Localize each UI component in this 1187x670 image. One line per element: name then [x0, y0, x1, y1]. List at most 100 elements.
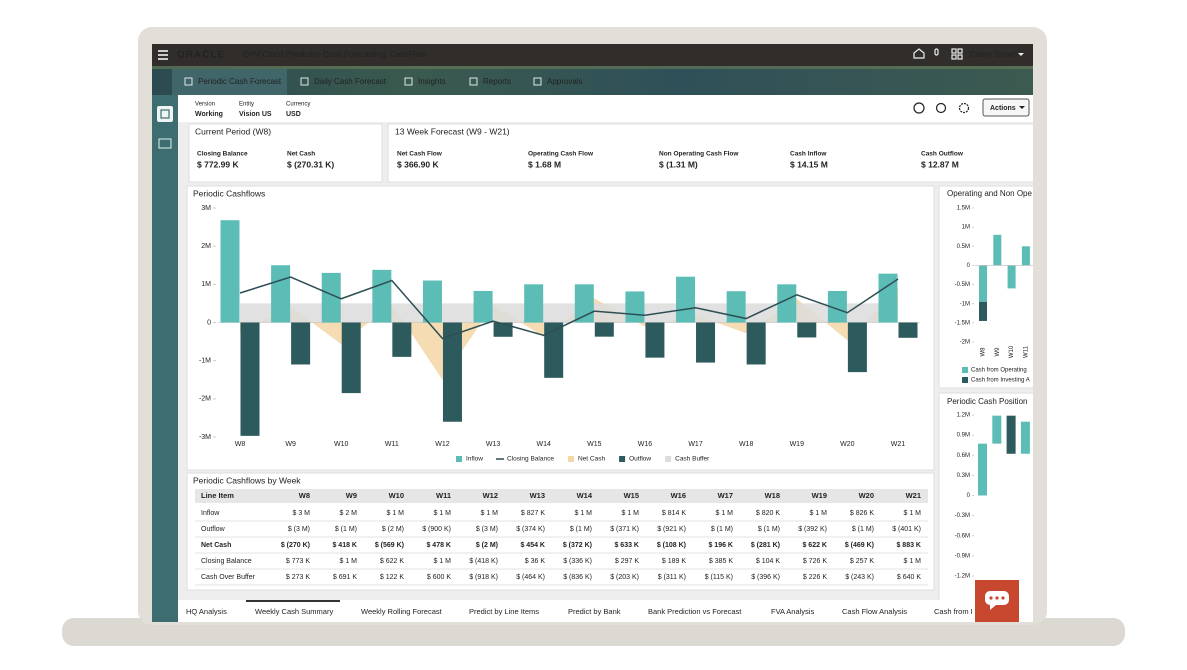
column-header: W15 [624, 491, 639, 500]
table-cell: $ 297 K [615, 558, 639, 565]
y-tick-label: 1M [201, 281, 211, 288]
table-cell: $ (2 M) [476, 542, 498, 549]
legend-label[interactable]: Closing Balance [507, 456, 554, 463]
bottom-tab[interactable]: FVA Analysis [771, 607, 814, 616]
legend-label[interactable]: Net Cash [578, 456, 605, 463]
table-cell: $ 827 K [521, 510, 545, 517]
pov-value[interactable]: Vision US [239, 111, 272, 118]
nav-tab[interactable]: Approvals [547, 77, 583, 86]
x-tick-label: W16 [638, 441, 653, 448]
table-cell: $ (1 M) [852, 526, 874, 533]
x-tick-label: W14 [536, 441, 551, 448]
legend-symbol [456, 456, 462, 462]
grid-icon[interactable] [951, 54, 957, 60]
nav-tab[interactable]: Daily Cash Forecast [314, 77, 387, 86]
pov-label: Entity [239, 102, 254, 108]
bottom-tab[interactable]: Predict by Line Items [469, 607, 539, 616]
home-icon[interactable] [913, 48, 925, 59]
bar [220, 220, 240, 323]
bar [827, 290, 847, 323]
table-cell: $ 189 K [662, 558, 686, 565]
legend-label[interactable]: Outflow [629, 456, 651, 463]
table-cell: $ 1 M [339, 558, 357, 565]
actions-button[interactable] [982, 98, 1030, 117]
table-cell: $ (115 K) [705, 574, 733, 581]
kpi-label: Cash Inflow [790, 151, 827, 158]
current-period-panel [188, 123, 383, 183]
y-tick-label: 0.3M [957, 473, 970, 479]
position-chart-panel [938, 392, 1033, 604]
bottom-tab[interactable]: Bank Prediction vs Forecast [648, 607, 742, 616]
table-cell: $ 1 M [809, 510, 827, 517]
bar [271, 265, 291, 323]
pov-value[interactable]: Working [195, 111, 223, 118]
sidebar-icon[interactable] [158, 138, 172, 149]
sidebar [152, 95, 178, 622]
kpi-label: Net Cash Flow [397, 151, 443, 158]
table-cell: $ (569 K) [375, 542, 404, 549]
table-cell: $ 600 K [427, 574, 451, 581]
table-cell: $ (372 K) [563, 542, 592, 549]
grid-icon[interactable] [957, 48, 963, 54]
y-tick-label: -1M [199, 358, 211, 365]
legend-symbol [567, 456, 574, 462]
bottom-tab[interactable]: Weekly Rolling Forecast [361, 607, 443, 616]
bottom-tab[interactable]: Cash from I [934, 607, 973, 616]
chat-bubble-tail [990, 604, 996, 610]
grid-icon[interactable] [957, 54, 963, 60]
bar [1020, 421, 1030, 454]
mic-icon[interactable] [934, 48, 939, 56]
bottom-tab[interactable]: Weekly Cash Summary [255, 607, 333, 616]
bar [594, 322, 614, 337]
bottom-tab[interactable]: HQ Analysis [186, 607, 227, 616]
table-cell: $ 2 M [339, 510, 357, 517]
grid-icon[interactable] [951, 48, 957, 54]
pov-label: Currency [286, 102, 310, 108]
info-icon[interactable] [913, 102, 925, 114]
user-name[interactable]: Casey Brown [970, 50, 1018, 59]
table-cell: $ (371 K) [610, 526, 639, 533]
column-header: W21 [906, 491, 921, 500]
column-header: W16 [671, 491, 686, 500]
table-cell: $ 36 K [525, 558, 546, 565]
bottom-tab-bar [178, 600, 1033, 622]
table-cell: $ (918 K) [469, 574, 498, 581]
pov-value[interactable]: USD [286, 111, 301, 118]
y-tick-label: -0.3M [955, 513, 970, 519]
table-cell: $ (392 K) [798, 526, 827, 533]
sidebar-icon-active[interactable] [157, 106, 173, 122]
legend-label[interactable]: Cash Buffer [675, 456, 710, 463]
refresh-icon[interactable] [935, 102, 947, 114]
settings-icon[interactable] [958, 102, 970, 114]
y-tick-label: -1.5M [955, 320, 970, 326]
legend-label[interactable]: Inflow [466, 456, 483, 463]
bottom-tab[interactable]: Predict by Bank [568, 607, 621, 616]
x-tick-label: W13 [486, 441, 501, 448]
table-cell: $ (836 K) [563, 574, 592, 581]
nav-tab[interactable]: Periodic Cash Forecast [198, 77, 282, 86]
actions-label[interactable]: Actions [990, 105, 1016, 112]
column-header: W9 [346, 491, 357, 500]
nav-tab[interactable]: Reports [483, 77, 511, 86]
table-cell: $ (396 K) [751, 574, 780, 581]
nav-tab-icon [533, 77, 542, 86]
nav-tab[interactable]: Insights [418, 77, 446, 86]
table-cell: $ (464 K) [516, 574, 545, 581]
bar [847, 322, 867, 373]
bar [544, 322, 564, 378]
x-tick-label: W12 [435, 441, 450, 448]
app-title: EPM Cloud Predictive Cash Forecasting: C… [243, 50, 426, 59]
kpi-label: Cash Outflow [921, 151, 964, 158]
x-tick-label: W17 [688, 441, 703, 448]
table-cell: $ 454 K [520, 542, 545, 549]
bar [978, 443, 987, 496]
kpi-label: Closing Balance [197, 151, 248, 158]
table-cell: $ (1 M) [570, 526, 592, 533]
table-cell: $ 478 K [426, 542, 451, 549]
column-header: W20 [859, 491, 874, 500]
table-cell: $ 257 K [850, 558, 874, 565]
table-cell: $ 273 K [286, 574, 310, 581]
table-cell: Outflow [201, 526, 226, 533]
chat-dots [989, 596, 1005, 600]
bottom-tab[interactable]: Cash Flow Analysis [842, 607, 907, 616]
